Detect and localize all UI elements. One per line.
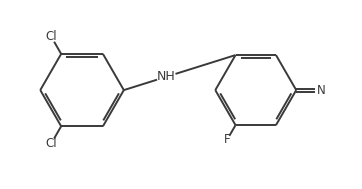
Text: Cl: Cl	[46, 137, 57, 150]
Text: Cl: Cl	[46, 30, 57, 43]
Text: NH: NH	[157, 70, 176, 83]
Text: F: F	[224, 133, 231, 146]
Text: N: N	[316, 84, 325, 97]
